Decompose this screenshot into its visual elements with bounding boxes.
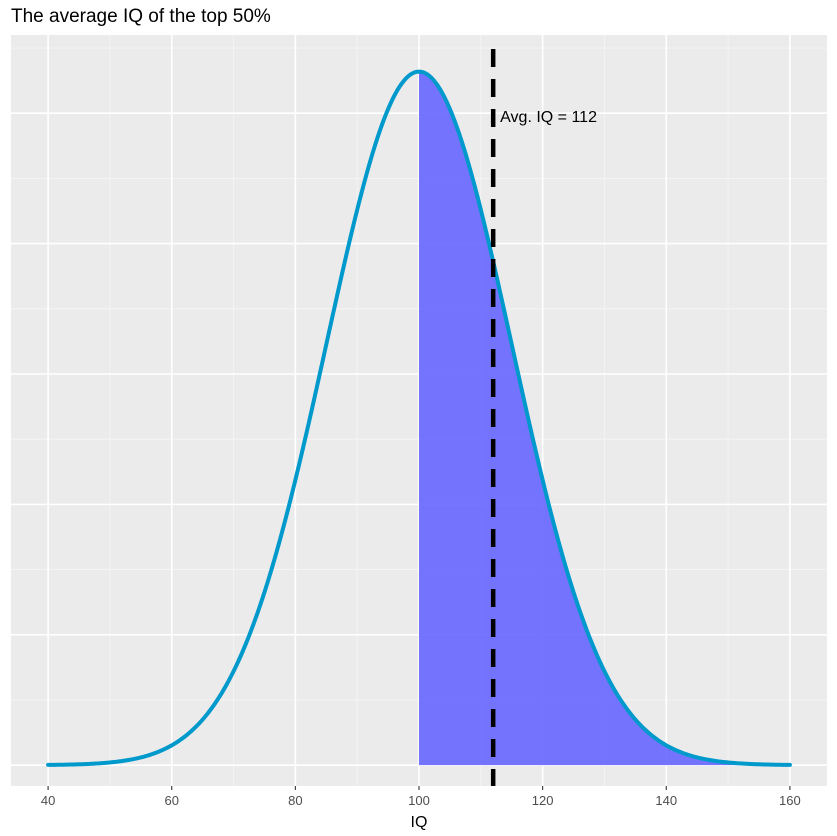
x-tick-label: 120: [532, 793, 554, 808]
chart-title: The average IQ of the top 50%: [11, 6, 271, 27]
x-tick-label: 100: [408, 793, 430, 808]
top-50-percent-shaded-area: [419, 71, 790, 766]
x-tick-label: 80: [288, 793, 302, 808]
average-iq-annotation: Avg. IQ = 112: [500, 109, 597, 126]
x-tick-label: 60: [164, 793, 178, 808]
x-tick-label: 40: [41, 793, 55, 808]
x-axis-tick-labels: 40 60 80 100 120 140 160: [41, 793, 801, 808]
x-axis-title: IQ: [411, 814, 428, 831]
x-axis-ticks: [47, 786, 791, 790]
density-curve-line: [46, 69, 792, 767]
x-tick-label: 160: [779, 793, 801, 808]
x-tick-label: 140: [655, 793, 677, 808]
